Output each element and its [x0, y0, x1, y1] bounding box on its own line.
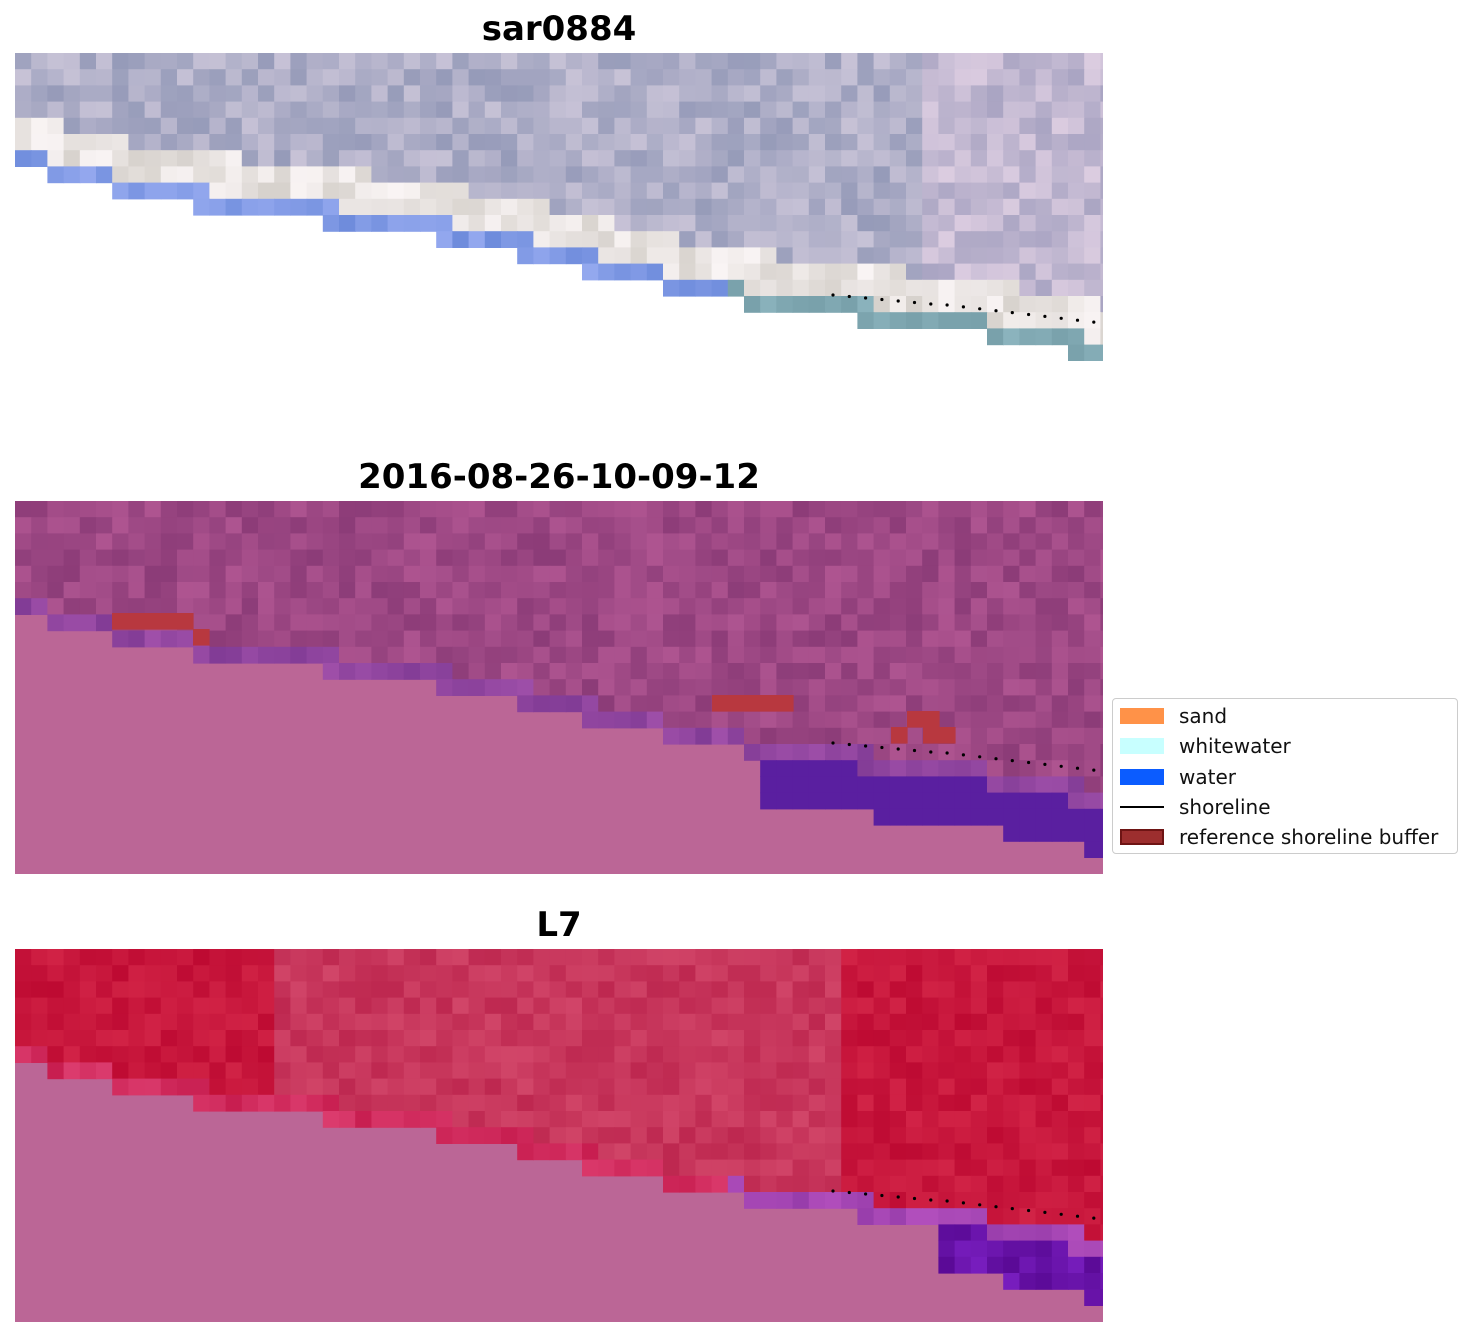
shoreline-point: [945, 751, 949, 755]
shoreline-point: [896, 1195, 900, 1199]
buffer-patch: [907, 711, 940, 728]
legend-label-sand: sand: [1179, 704, 1228, 728]
classified-image-canvas: [15, 501, 1103, 874]
shoreline-point: [1075, 318, 1080, 322]
shoreline-point: [864, 296, 868, 300]
shoreline-point: [1092, 1216, 1096, 1220]
shoreline-point: [864, 1192, 868, 1196]
shoreline-point: [1027, 1208, 1031, 1213]
panel-title-classified: 2016-08-26-10-09-12: [358, 457, 760, 497]
shoreline-point: [912, 1196, 917, 1201]
shoreline-point: [831, 293, 835, 297]
shoreline-point: [978, 307, 982, 311]
detected-shoreline: [831, 293, 1096, 324]
shoreline-point: [831, 1189, 835, 1193]
shoreline-point: [1043, 314, 1047, 318]
shoreline-point: [978, 1203, 982, 1207]
shoreline-point: [945, 303, 949, 307]
legend-item-reference-buffer: reference shoreline buffer: [1113, 822, 1457, 852]
shoreline-point: [994, 757, 998, 761]
buffer-patch: [112, 613, 194, 630]
shoreline-point: [1075, 766, 1080, 770]
legend-item-shoreline: shoreline: [1113, 792, 1457, 822]
shoreline-point: [847, 1190, 851, 1195]
shoreline-line-swatch: [1120, 806, 1164, 808]
shoreline-point: [1027, 760, 1031, 765]
shoreline-point: [1059, 1212, 1063, 1216]
shoreline-point: [1010, 1207, 1014, 1211]
buffer-patch: [712, 695, 794, 712]
whitewater-swatch: [1120, 738, 1164, 754]
shoreline-point: [1043, 762, 1047, 766]
panel-index-image: [15, 949, 1103, 1322]
shoreline-point: [880, 745, 884, 750]
buffer-patch: [891, 727, 908, 744]
shoreline-point: [847, 294, 851, 299]
shoreline-point: [945, 1199, 949, 1203]
shoreline-point: [880, 297, 884, 302]
shoreline-point: [1059, 316, 1063, 320]
shoreline-point: [1059, 764, 1063, 768]
reference-buffer-swatch: [1120, 829, 1164, 845]
shoreline-point: [961, 753, 966, 757]
panel-rgb-image: [15, 53, 1103, 361]
buffer-patch: [193, 629, 210, 646]
panel-title-rgb: sar0884: [481, 9, 637, 49]
legend-label-shoreline: shoreline: [1179, 795, 1271, 819]
shoreline-point: [978, 755, 982, 759]
shoreline-point: [994, 1205, 998, 1209]
sand-swatch: [1120, 708, 1164, 724]
shoreline-point: [1027, 312, 1031, 317]
shoreline-point: [1010, 759, 1014, 763]
legend-item-whitewater: whitewater: [1113, 731, 1457, 761]
shoreline-point: [961, 1201, 966, 1205]
shoreline-point: [929, 1198, 933, 1202]
shoreline-point: [961, 305, 966, 309]
panel-classified-image: [15, 501, 1103, 874]
shoreline-point: [864, 744, 868, 748]
detected-shoreline: [831, 1189, 1096, 1220]
legend-label-reference-buffer: reference shoreline buffer: [1179, 825, 1439, 849]
panel-title-index: L7: [536, 905, 582, 945]
shoreline-point: [1092, 320, 1096, 324]
shoreline-point: [896, 299, 900, 303]
water-swatch: [1120, 769, 1164, 785]
shoreline-point: [994, 309, 998, 313]
legend: sand whitewater water shoreline referenc…: [1112, 698, 1458, 854]
shoreline-point: [1092, 768, 1096, 772]
detected-shoreline: [831, 741, 1096, 772]
shoreline-point: [847, 742, 851, 747]
shoreline-point: [1010, 311, 1014, 315]
buffer-patch: [923, 727, 956, 744]
shoreline-point: [929, 302, 933, 306]
legend-label-water: water: [1179, 765, 1236, 789]
shoreline-point: [896, 747, 900, 751]
shoreline-point: [1075, 1214, 1080, 1218]
legend-item-sand: sand: [1113, 701, 1457, 731]
shoreline-point: [929, 750, 933, 754]
shoreline-point: [912, 748, 917, 753]
legend-item-water: water: [1113, 762, 1457, 792]
shoreline-point: [831, 741, 835, 745]
shoreline-point: [880, 1193, 884, 1198]
shoreline-point: [912, 300, 917, 305]
rgb-image-canvas: [15, 53, 1103, 361]
index-image-canvas: [15, 949, 1103, 1322]
legend-label-whitewater: whitewater: [1179, 734, 1291, 758]
shoreline-point: [1043, 1210, 1047, 1214]
